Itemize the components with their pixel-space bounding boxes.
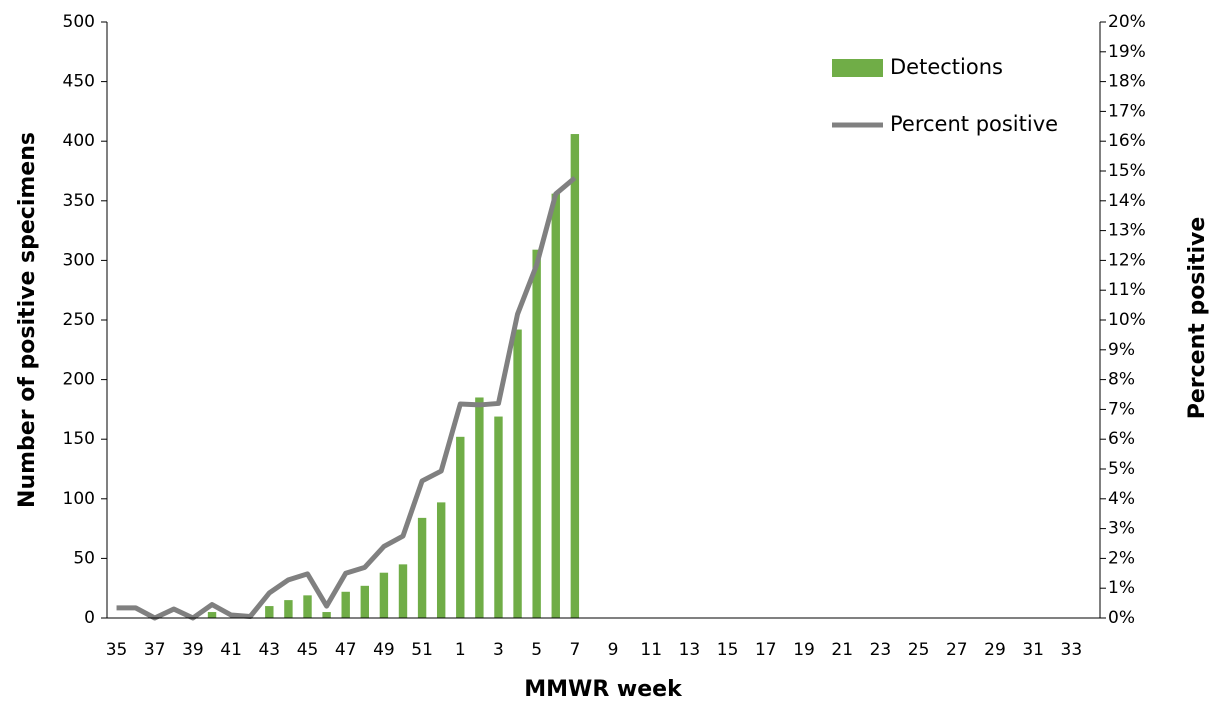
x-tick-label: 23 [870, 640, 892, 660]
y2-tick-label: 1% [1108, 578, 1135, 598]
y2-tick-label: 13% [1108, 221, 1146, 241]
x-tick-label: 39 [182, 640, 204, 660]
x-tick-label: 11 [640, 640, 662, 660]
y-tick-label: 350 [63, 191, 95, 211]
x-tick-label: 41 [220, 640, 242, 660]
bar [551, 193, 560, 618]
y-tick-label: 100 [63, 489, 95, 509]
x-tick-label: 27 [946, 640, 968, 660]
y-tick-label: 150 [63, 429, 95, 449]
bar [379, 572, 389, 618]
bar [360, 585, 369, 618]
y2-tick-label: 10% [1108, 310, 1146, 330]
y2-tick-label: 8% [1108, 370, 1135, 390]
x-tick-label: 47 [335, 640, 357, 660]
y2-tick-label: 2% [1108, 548, 1135, 568]
x-tick-label: 31 [1022, 640, 1044, 660]
y2-tick-label: 12% [1108, 250, 1146, 270]
y-axis-title: Number of positive specimens [15, 132, 40, 508]
x-tick-label: 43 [258, 640, 280, 660]
y-tick-label: 450 [63, 72, 95, 92]
bar [322, 612, 331, 618]
y2-tick-label: 15% [1108, 161, 1146, 181]
y-tick-label: 250 [63, 310, 95, 330]
bar [341, 591, 350, 618]
y2-tick-label: 11% [1108, 280, 1146, 300]
x-tick-label: 51 [411, 640, 433, 660]
bar [570, 134, 580, 618]
y2-tick-label: 17% [1108, 101, 1146, 121]
x-tick-label: 5 [531, 640, 542, 660]
x-tick-label: 9 [608, 640, 619, 660]
x-tick-label: 25 [908, 640, 930, 660]
x-tick-label: 1 [455, 640, 466, 660]
y2-axis-title: Percent positive [1185, 217, 1210, 420]
bar [436, 502, 446, 618]
legend-swatch [832, 59, 883, 77]
y-tick-label: 500 [63, 12, 95, 32]
y2-tick-label: 3% [1108, 519, 1135, 539]
bar [303, 595, 312, 618]
bar [532, 249, 541, 618]
x-tick-label: 37 [144, 640, 166, 660]
x-tick-label: 33 [1061, 640, 1083, 660]
bar [513, 329, 522, 618]
x-axis-title: MMWR week [524, 677, 683, 702]
x-tick-label: 13 [679, 640, 701, 660]
bar [265, 606, 274, 618]
y2-tick-label: 4% [1108, 489, 1135, 509]
y2-tick-label: 18% [1108, 72, 1146, 92]
bar [398, 564, 408, 618]
y2-tick-label: 9% [1108, 340, 1135, 360]
y2-tick-label: 20% [1108, 12, 1146, 32]
y-tick-label: 200 [63, 370, 95, 390]
y2-tick-label: 7% [1108, 399, 1135, 419]
x-tick-label: 17 [755, 640, 777, 660]
y-tick-label: 0 [84, 608, 95, 628]
line [116, 175, 577, 621]
bar [207, 612, 217, 618]
x-tick-label: 3 [493, 640, 504, 660]
bar [284, 600, 293, 618]
y2-tick-label: 6% [1108, 429, 1135, 449]
x-tick-label: 7 [569, 640, 580, 660]
y-tick-label: 400 [63, 131, 95, 151]
y2-tick-label: 5% [1108, 459, 1135, 479]
y-tick-label: 300 [63, 250, 95, 270]
y2-tick-label: 0% [1108, 608, 1135, 628]
bar [456, 436, 465, 618]
y2-tick-label: 14% [1108, 191, 1146, 211]
y-tick-label: 50 [73, 548, 95, 568]
x-tick-label: 35 [106, 640, 128, 660]
y2-tick-label: 19% [1108, 42, 1146, 62]
bar [494, 416, 503, 618]
x-tick-label: 29 [984, 640, 1006, 660]
legend-label: Percent positive [890, 112, 1058, 136]
y2-tick-label: 16% [1108, 131, 1146, 151]
legend-label: Detections [890, 55, 1003, 79]
x-tick-label: 19 [793, 640, 815, 660]
x-tick-label: 21 [831, 640, 853, 660]
bar [417, 517, 427, 618]
x-tick-label: 45 [297, 640, 319, 660]
bar [475, 397, 484, 618]
x-tick-label: 49 [373, 640, 395, 660]
x-tick-label: 15 [717, 640, 739, 660]
